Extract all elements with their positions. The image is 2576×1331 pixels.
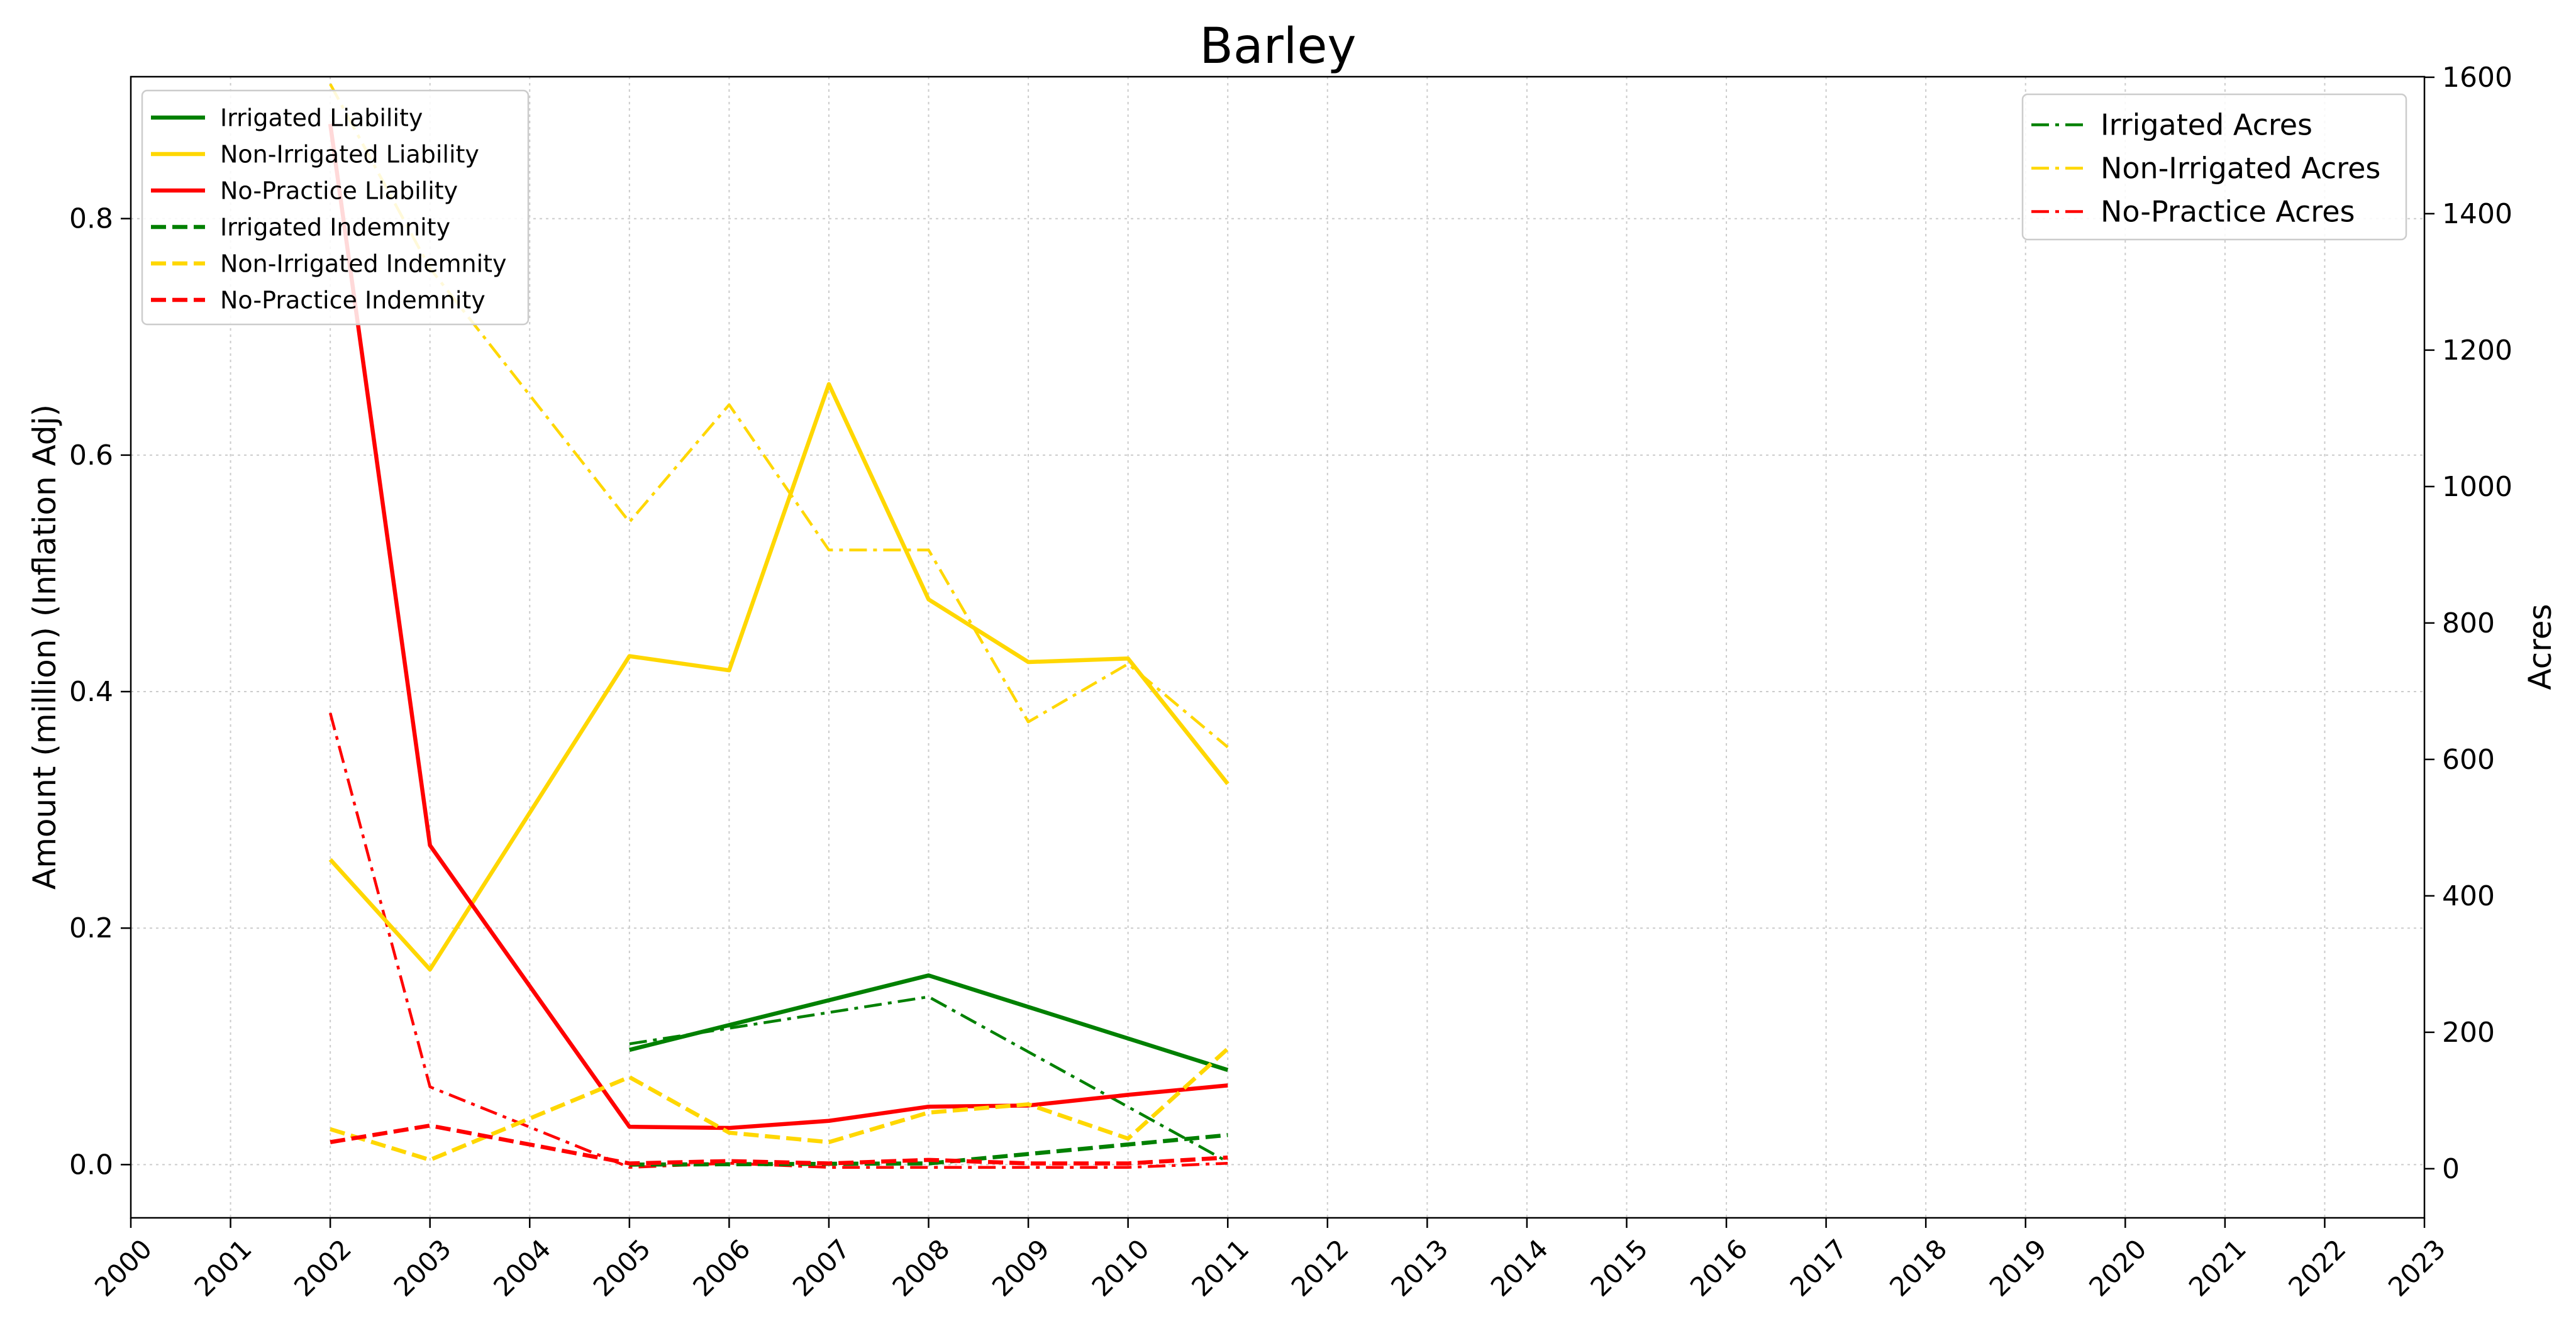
y-axis-left: 0.0 0.2 0.4 0.6 0.8 bbox=[69, 203, 131, 1181]
legend-label: No-Practice Acres bbox=[2101, 195, 2355, 229]
legend-box bbox=[2021, 93, 2407, 241]
y2-tick-label: 1600 bbox=[2442, 62, 2512, 94]
y-tick-label: 0.2 bbox=[69, 912, 113, 944]
x-tick-label: 2023 bbox=[2382, 1233, 2451, 1302]
grid bbox=[130, 77, 2425, 1218]
x-tick-label: 2006 bbox=[687, 1233, 756, 1302]
series-line-no-practice-liability bbox=[328, 123, 1228, 1130]
x-tick-label: 2009 bbox=[986, 1233, 1055, 1302]
x-tick-label: 2015 bbox=[1584, 1233, 1653, 1302]
legend-box bbox=[141, 89, 530, 326]
y2-tick-label: 0 bbox=[2442, 1153, 2460, 1185]
x-tick-label: 2021 bbox=[2183, 1233, 2252, 1302]
y2-tick-label: 1000 bbox=[2442, 471, 2512, 503]
x-tick-label: 2012 bbox=[1285, 1233, 1355, 1302]
y-axis-right: 0 200 400 600 800 1000 1200 1400 1600 bbox=[2424, 62, 2512, 1185]
legend-label: Irrigated Acres bbox=[2101, 108, 2312, 142]
x-tick-label: 2010 bbox=[1086, 1233, 1155, 1302]
series-line-no-practice-acres bbox=[328, 712, 1228, 1169]
y-tick-label: 0.6 bbox=[69, 439, 113, 472]
x-axis: 2000 2001 2002 2003 2004 2005 2006 2007 2008 2009… bbox=[89, 1218, 2451, 1303]
legend-liability-indemnity: Irrigated Liability Non-Irrigated Liabili… bbox=[141, 89, 530, 326]
series-lines bbox=[328, 83, 1230, 1169]
legend-label: No-Practice Indemnity bbox=[220, 286, 486, 314]
y-axis-label: Amount (million) (Inflation Adj) bbox=[26, 404, 63, 890]
y2-axis-label: Acres bbox=[2522, 604, 2558, 690]
x-tick-label: 2022 bbox=[2282, 1233, 2351, 1302]
legend-acres: Irrigated Acres Non-Irrigated Acres No-Pra… bbox=[2021, 93, 2407, 241]
series-line-no-practice-indemnity bbox=[330, 1124, 1228, 1166]
x-tick-label: 2000 bbox=[89, 1233, 158, 1302]
y-tick-label: 0.8 bbox=[69, 203, 113, 235]
y2-tick-label: 1200 bbox=[2442, 334, 2512, 367]
y-tick-label: 0.0 bbox=[69, 1149, 113, 1181]
series-line-non-irrigated-acres bbox=[329, 83, 1229, 749]
y-tick-label: 0.4 bbox=[69, 676, 113, 708]
x-tick-label: 2001 bbox=[188, 1233, 257, 1302]
chart-title: Barley bbox=[1199, 18, 1356, 75]
x-tick-label: 2013 bbox=[1385, 1233, 1454, 1302]
x-tick-label: 2004 bbox=[487, 1233, 557, 1302]
legend-label: Irrigated Liability bbox=[220, 104, 423, 131]
x-tick-label: 2002 bbox=[288, 1233, 357, 1302]
x-tick-label: 2014 bbox=[1485, 1233, 1554, 1302]
y2-tick-label: 200 bbox=[2442, 1017, 2495, 1049]
y2-tick-label: 800 bbox=[2442, 607, 2495, 639]
series-line-non-irrigated-indemnity bbox=[330, 1047, 1230, 1163]
x-tick-label: 2017 bbox=[1784, 1233, 1853, 1302]
x-tick-label: 2008 bbox=[886, 1233, 955, 1302]
x-tick-label: 2018 bbox=[1884, 1233, 1953, 1302]
x-tick-label: 2020 bbox=[2083, 1233, 2152, 1302]
y2-tick-label: 600 bbox=[2442, 744, 2495, 776]
series-line-non-irrigated-liability bbox=[328, 382, 1230, 972]
y2-tick-label: 1400 bbox=[2442, 198, 2512, 230]
x-tick-label: 2005 bbox=[587, 1233, 657, 1302]
legend-label: No-Practice Liability bbox=[220, 177, 458, 204]
y2-tick-label: 400 bbox=[2442, 880, 2495, 912]
plot-frame bbox=[130, 75, 2426, 1219]
x-tick-label: 2007 bbox=[787, 1233, 856, 1302]
x-tick-label: 2016 bbox=[1684, 1233, 1753, 1302]
series-line-irrigated-indemnity bbox=[629, 1133, 1228, 1167]
x-tick-label: 2011 bbox=[1185, 1233, 1255, 1302]
legend-label: Non-Irrigated Liability bbox=[220, 140, 479, 168]
x-tick-label: 2019 bbox=[1984, 1233, 2053, 1302]
series-line-irrigated-liability bbox=[629, 973, 1229, 1072]
legend-label: Irrigated Indemnity bbox=[220, 213, 450, 241]
legend-label: Non-Irrigated Indemnity bbox=[220, 250, 507, 277]
legend-label: Non-Irrigated Acres bbox=[2101, 152, 2380, 185]
x-tick-label: 2003 bbox=[388, 1233, 457, 1302]
